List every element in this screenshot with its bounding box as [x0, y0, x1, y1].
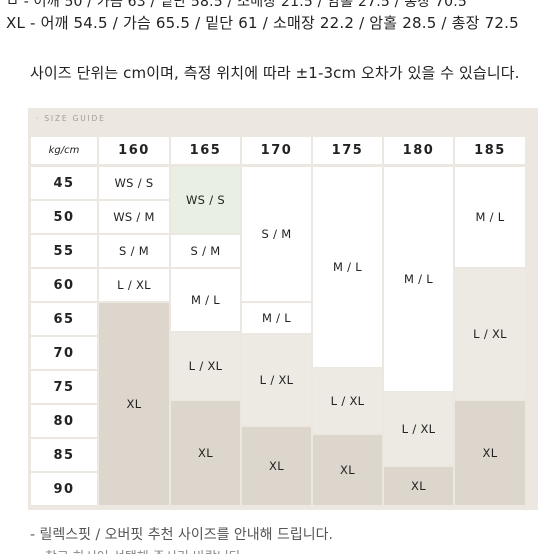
size-cell-180-45-75: M / L: [384, 167, 453, 391]
height-header-170: 170: [242, 137, 311, 164]
weight-header-80: 80: [31, 405, 97, 437]
size-cell-160-60: L / XL: [99, 269, 169, 301]
size-cell-185-60-75: L / XL: [455, 269, 525, 399]
size-cell-165-45-50: WS / S: [171, 167, 240, 233]
height-header-180: 180: [384, 137, 453, 164]
size-guide-table: · SIZE GUIDE kg/cm 160 165 170 175 180 1…: [28, 108, 538, 510]
selection-note-partial: - 참고 하시어 선택해 주시기 바랍니다.: [36, 546, 245, 554]
size-cell-170-65: M / L: [242, 303, 311, 333]
weight-header-50: 50: [31, 201, 97, 233]
size-cell-175-75-80: L / XL: [313, 369, 382, 433]
size-cell-160-65-90: XL: [99, 303, 169, 505]
size-cell-170-85-90: XL: [242, 427, 311, 505]
weight-header-90: 90: [31, 473, 97, 505]
height-header-165: 165: [171, 137, 240, 164]
height-header-185: 185: [455, 137, 525, 164]
weight-header-70: 70: [31, 337, 97, 369]
fit-recommendation-note: - 릴렉스핏 / 오버핏 추천 사이즈를 안내해 드립니다.: [30, 527, 333, 543]
size-cell-160-50: WS / M: [99, 201, 169, 233]
size-cell-160-45: WS / S: [99, 167, 169, 199]
size-cell-180-90: XL: [384, 467, 453, 505]
size-cell-170-70-80: L / XL: [242, 335, 311, 425]
height-header-175: 175: [313, 137, 382, 164]
weight-header-60: 60: [31, 269, 97, 301]
size-cell-160-55: S / M: [99, 235, 169, 267]
weight-header-85: 85: [31, 439, 97, 471]
size-cell-165-60-65: M / L: [171, 269, 240, 331]
size-cell-185-80-90: XL: [455, 401, 525, 505]
size-unit-note: 사이즈 단위는 cm이며, 측정 위치에 따라 ±1-3cm 오차가 있을 수 …: [30, 64, 520, 82]
size-cell-175-85-90: XL: [313, 435, 382, 505]
weight-header-45: 45: [31, 167, 97, 199]
size-cell-175-45-75: M / L: [313, 167, 382, 367]
size-cell-165-80-90: XL: [171, 401, 240, 505]
size-cell-165-55: S / M: [171, 235, 240, 267]
table-corner-unit: kg/cm: [31, 137, 97, 164]
weight-header-65: 65: [31, 303, 97, 335]
measurement-line-partial: ㅁ - 어깨 50 / 가슴 63 / 밑단 58.5 / 소매장 21.5 /…: [6, 0, 467, 10]
size-guide-label: · SIZE GUIDE: [36, 114, 106, 123]
size-cell-185-45-60: M / L: [455, 167, 525, 267]
weight-header-75: 75: [31, 371, 97, 403]
size-cell-180-80-85: L / XL: [384, 393, 453, 465]
measurement-line-xl: XL - 어깨 54.5 / 가슴 65.5 / 밑단 61 / 소매장 22.…: [6, 14, 519, 32]
height-header-160: 160: [99, 137, 169, 164]
size-cell-165-70-75: L / XL: [171, 333, 240, 399]
weight-header-55: 55: [31, 235, 97, 267]
size-cell-170-45-60: S / M: [242, 167, 311, 301]
